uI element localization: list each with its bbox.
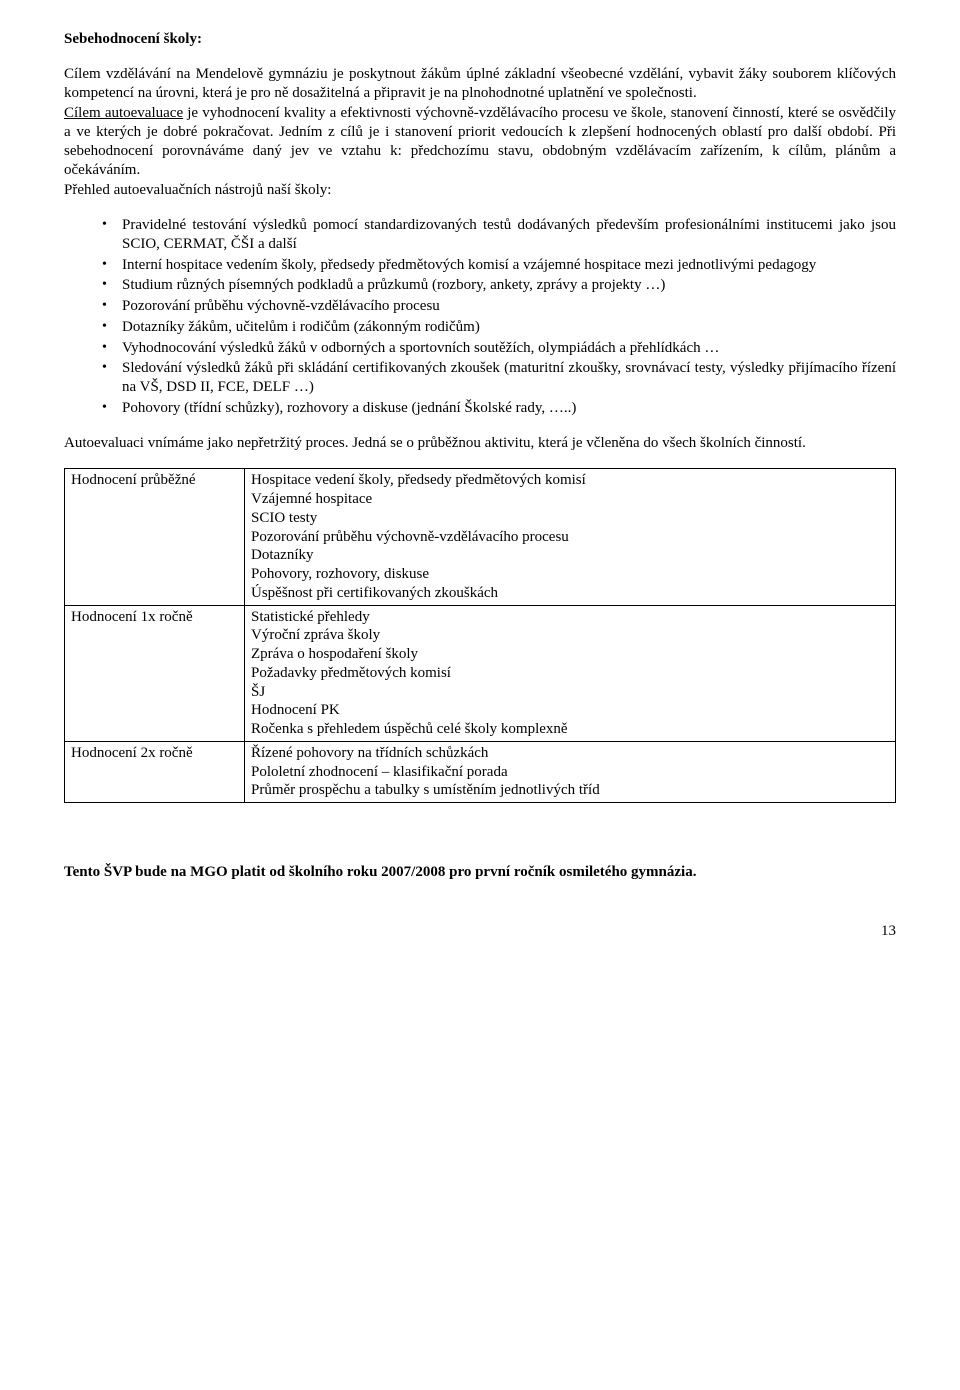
table-row: Hodnocení 2x ročněŘízené pohovory na tří… [65,741,896,802]
autoeval-label: Cílem autoevaluace [64,105,183,121]
section-heading: Sebehodnocení školy: [64,30,896,49]
footer-paragraph: Tento ŠVP bude na MGO platit od školního… [64,863,896,882]
list-item: Interní hospitace vedením školy, předsed… [102,256,896,275]
evaluation-table: Hodnocení průběžné Hospitace vedení školy… [64,468,896,803]
table-cell-line: Úspěšnost při certifikovaných zkouškách [251,584,889,603]
table-cell-left: Hodnocení 1x ročně [65,605,245,741]
list-item: Studium různých písemných podkladů a prů… [102,276,896,295]
table-cell-left: Hodnocení 2x ročně [65,741,245,802]
table-cell-left: Hodnocení průběžné [65,469,245,605]
intro-block: Cílem vzdělávání na Mendelově gymnáziu j… [64,65,896,200]
table-cell-line: Výroční zpráva školy [251,626,889,645]
table-cell-line: ŠJ [251,683,889,702]
intro-paragraph: Cílem vzdělávání na Mendelově gymnáziu j… [64,65,896,103]
table-cell-right: Řízené pohovory na třídních schůzkáchPol… [245,741,896,802]
table-cell-line: Hospitace vedení školy, předsedy předmět… [251,471,889,490]
mid-paragraph: Autoevaluaci vnímáme jako nepřetržitý pr… [64,434,896,453]
table-cell-line: Dotazníky [251,546,889,565]
list-item: Dotazníky žákům, učitelům i rodičům (zák… [102,318,896,337]
table-cell-line: Ročenka s přehledem úspěchů celé školy k… [251,720,889,739]
table-row: Hodnocení průběžné Hospitace vedení školy… [65,469,896,605]
table-cell-right: Hospitace vedení školy, předsedy předmět… [245,469,896,605]
list-item: Pozorování průběhu výchovně-vzdělávacího… [102,297,896,316]
list-item: Pravidelné testování výsledků pomocí sta… [102,216,896,254]
table-row: Hodnocení 1x ročněStatistické přehledyVý… [65,605,896,741]
table-cell-line: Hodnocení PK [251,701,889,720]
tools-list: Pravidelné testování výsledků pomocí sta… [64,216,896,418]
table-cell-line: Statistické přehledy [251,608,889,627]
table-cell-line: Řízené pohovory na třídních schůzkách [251,744,889,763]
table-cell-right: Statistické přehledyVýroční zpráva školy… [245,605,896,741]
table-cell-line: Pozorování průběhu výchovně-vzdělávacího… [251,528,889,547]
table-cell-line: Vzájemné hospitace [251,490,889,509]
list-item: Vyhodnocování výsledků žáků v odborných … [102,339,896,358]
list-item: Pohovory (třídní schůzky), rozhovory a d… [102,399,896,418]
table-cell-line: Požadavky předmětových komisí [251,664,889,683]
table-cell-line: Zpráva o hospodaření školy [251,645,889,664]
table-cell-line: SCIO testy [251,509,889,528]
tools-intro: Přehled autoevaluačních nástrojů naší šk… [64,181,896,200]
autoeval-rest: je vyhodnocení kvality a efektivnosti vý… [64,105,896,177]
table-cell-line: Pololetní zhodnocení – klasifikační pora… [251,763,889,782]
autoeval-paragraph: Cílem autoevaluace je vyhodnocení kvalit… [64,104,896,179]
list-item: Sledování výsledků žáků při skládání cer… [102,359,896,397]
page-number: 13 [64,922,896,941]
table-cell-line: Průměr prospěchu a tabulky s umístěním j… [251,781,889,800]
table-cell-line: Pohovory, rozhovory, diskuse [251,565,889,584]
